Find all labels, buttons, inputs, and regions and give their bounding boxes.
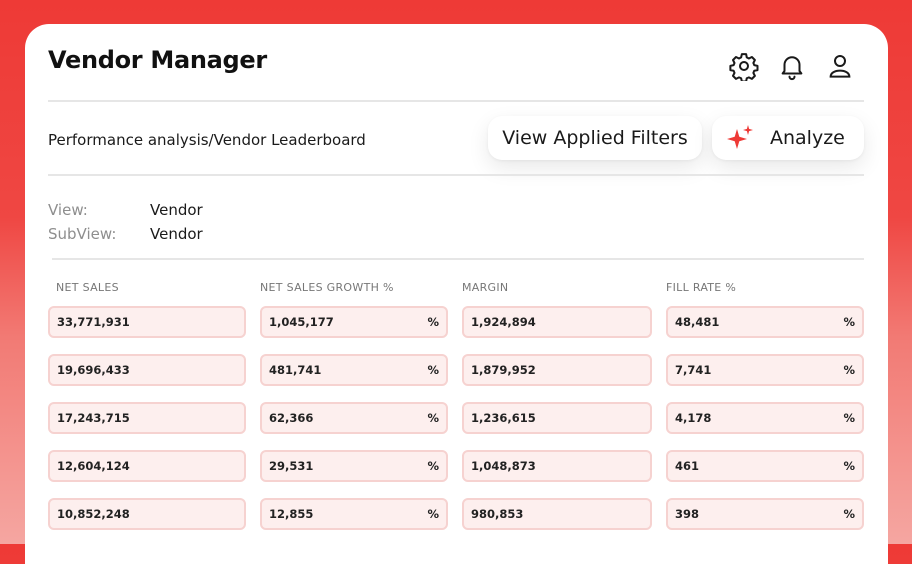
subview-label: SubView:	[48, 225, 117, 243]
analyze-label: Analyze	[770, 127, 845, 149]
margin-cell: 1,236,615	[462, 402, 652, 434]
column-header-net-sales: NET SALES	[56, 281, 119, 294]
view-label: View:	[48, 201, 88, 219]
fill-rate-cell: 398%	[666, 498, 864, 530]
margin-cell: 1,924,894	[462, 306, 652, 338]
fill-rate-cell: 48,481%	[666, 306, 864, 338]
bell-icon[interactable]	[777, 51, 807, 81]
net-sales-cell: 17,243,715	[48, 402, 246, 434]
gear-icon[interactable]	[729, 51, 759, 81]
net-sales-growth-cell: 12,855%	[260, 498, 448, 530]
vendor-manager-card: Vendor Manager Performance analysis/Vend…	[25, 24, 888, 564]
fill-rate-cell: 4,178%	[666, 402, 864, 434]
column-header-margin: MARGIN	[462, 281, 509, 294]
analyze-button[interactable]: Analyze	[712, 116, 864, 160]
net-sales-cell: 10,852,248	[48, 498, 246, 530]
header-divider	[48, 100, 864, 102]
fill-rate-cell: 7,741%	[666, 354, 864, 386]
net-sales-cell: 19,696,433	[48, 354, 246, 386]
margin-cell: 1,048,873	[462, 450, 652, 482]
margin-cell: 980,853	[462, 498, 652, 530]
meta-divider	[52, 258, 864, 260]
column-header-net-sales-growth: NET SALES GROWTH %	[260, 281, 394, 294]
breadcrumb: Performance analysis/Vendor Leaderboard	[48, 131, 366, 149]
net-sales-cell: 33,771,931	[48, 306, 246, 338]
view-applied-filters-button[interactable]: View Applied Filters	[488, 116, 702, 160]
user-icon[interactable]	[825, 51, 855, 81]
net-sales-growth-cell: 29,531%	[260, 450, 448, 482]
sparkle-icon	[727, 125, 753, 149]
app-title: Vendor Manager	[48, 46, 267, 74]
view-applied-filters-label: View Applied Filters	[502, 127, 688, 149]
breadcrumb-divider	[48, 174, 864, 176]
net-sales-growth-cell: 62,366%	[260, 402, 448, 434]
net-sales-growth-cell: 481,741%	[260, 354, 448, 386]
view-value: Vendor	[150, 201, 203, 219]
column-header-fill-rate: FILL RATE %	[666, 281, 737, 294]
margin-cell: 1,879,952	[462, 354, 652, 386]
net-sales-growth-cell: 1,045,177%	[260, 306, 448, 338]
fill-rate-cell: 461%	[666, 450, 864, 482]
subview-value: Vendor	[150, 225, 203, 243]
net-sales-cell: 12,604,124	[48, 450, 246, 482]
